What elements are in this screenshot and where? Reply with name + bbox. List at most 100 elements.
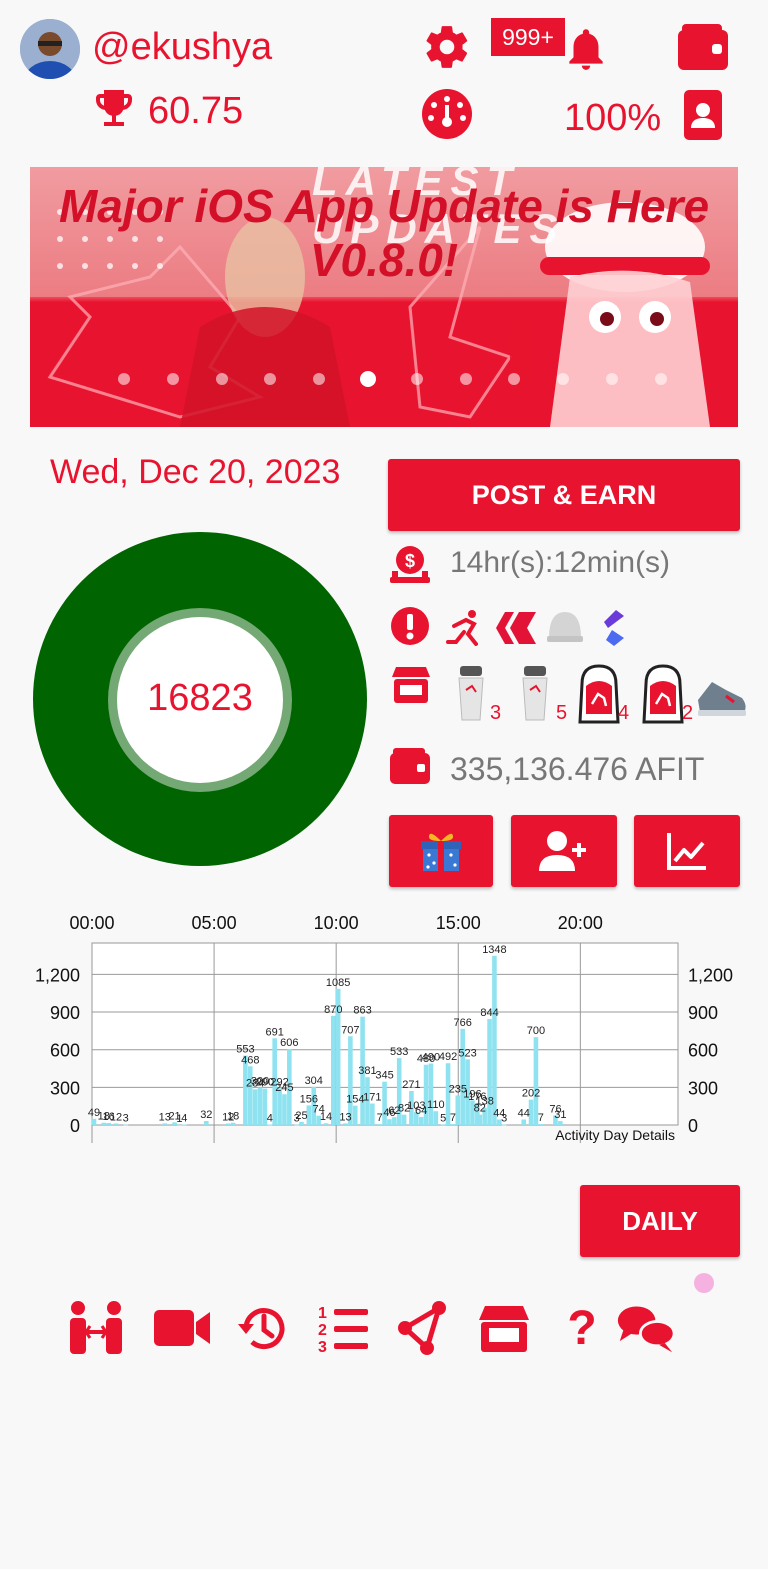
carousel-dot[interactable]: [654, 373, 667, 385]
backpack-icon[interactable]: [640, 664, 686, 724]
sneaker-icon[interactable]: [696, 674, 748, 718]
inventory-list: 3 5 4 2: [450, 664, 768, 724]
carousel-dot[interactable]: [557, 373, 570, 385]
chart-bar-label: 523: [458, 1047, 476, 1059]
chart-bar: [440, 1124, 446, 1126]
chart-bar-label: 49: [88, 1107, 100, 1119]
score-value: 60.75: [148, 90, 244, 132]
avatar[interactable]: [20, 19, 80, 79]
chart-bar-label: 4: [181, 1112, 187, 1124]
splinterlands-icon[interactable]: [600, 608, 628, 648]
stats-chart-button[interactable]: [634, 815, 740, 887]
speedometer-icon[interactable]: [422, 89, 472, 139]
chart-bar: [538, 1124, 544, 1125]
history-icon[interactable]: [234, 1300, 294, 1356]
share-nodes-icon[interactable]: [392, 1300, 452, 1356]
alert-icon[interactable]: [390, 606, 430, 646]
post-and-earn-button[interactable]: POST & EARN: [388, 459, 740, 531]
video-camera-icon[interactable]: [152, 1300, 212, 1356]
carousel-dot[interactable]: [508, 373, 521, 385]
store-icon[interactable]: [474, 1300, 534, 1356]
chart-bar-label: 284: [246, 1077, 264, 1089]
chart-bar: [106, 1122, 111, 1125]
chart-y-ticks: 0 0 300 300 600 600 900 900 1,200 1,200: [35, 965, 733, 1136]
carousel-dot[interactable]: [606, 373, 618, 385]
promo-banner[interactable]: LATEST UPDATES Major iOS App Update is H…: [30, 167, 738, 427]
chart-bar-label: 553: [236, 1044, 254, 1056]
chart-bar-label: 235: [449, 1084, 467, 1096]
chart-bar: [528, 1099, 534, 1125]
chart-bar: [433, 1111, 439, 1125]
carousel-dot[interactable]: [410, 373, 423, 385]
chart-bar: [323, 1123, 329, 1125]
chart-annotation: Activity Day Details: [555, 1127, 675, 1143]
chart-bar: [401, 1114, 407, 1125]
carousel-dot[interactable]: [166, 373, 179, 385]
actifit-runner-icon[interactable]: [446, 608, 486, 648]
daily-toggle-button[interactable]: DAILY: [580, 1185, 740, 1257]
chart-bar: [316, 1115, 321, 1125]
chart-bar-label: 468: [241, 1054, 259, 1066]
notification-count-badge: 999+: [491, 18, 565, 56]
chart-bar: [445, 1063, 451, 1125]
help-icon[interactable]: ?: [552, 1300, 612, 1356]
chart-bar-label: 25: [295, 1110, 307, 1122]
chart-bar: [306, 1105, 312, 1125]
chart-bar: [335, 988, 341, 1125]
gift-button[interactable]: [389, 815, 493, 887]
carousel-dot[interactable]: [215, 373, 228, 385]
banner-eyebrow: LATEST UPDATES: [312, 167, 566, 252]
chart-bar: [262, 1088, 268, 1125]
chart-bar: [558, 1121, 563, 1125]
svg-text:3: 3: [318, 1339, 327, 1356]
chart-bar-label: 76: [549, 1103, 561, 1115]
carousel-dot[interactable]: [459, 373, 472, 385]
chart-bar: [257, 1087, 263, 1125]
chart-bar: [182, 1124, 187, 1126]
carousel-dot[interactable]: [118, 373, 130, 385]
chart-bar-label: 103: [407, 1100, 425, 1112]
chart-bar-label: 533: [390, 1046, 408, 1058]
chart-bar: [521, 1119, 527, 1125]
chart-bar-label: 82: [474, 1103, 486, 1115]
chart-bar-label: 863: [353, 1005, 371, 1017]
chat-icon[interactable]: [616, 1300, 676, 1356]
social-friends-icon[interactable]: [66, 1300, 126, 1356]
bell-icon[interactable]: [561, 22, 611, 76]
ranked-list-icon[interactable]: 1 2 3: [312, 1300, 372, 1356]
id-card-icon[interactable]: [684, 90, 722, 140]
chart-bar-label: 14: [320, 1111, 332, 1123]
shaker-bottle-icon[interactable]: [456, 666, 486, 722]
chart-y-tick-label-right: 300: [688, 1078, 718, 1098]
shop-icon[interactable]: [390, 665, 432, 705]
chart-bar: [172, 1122, 177, 1125]
chart-bar-label: 7: [450, 1112, 456, 1124]
shaker-bottle-icon[interactable]: [520, 666, 550, 722]
chart-bar-label: 691: [266, 1026, 284, 1038]
chart-bar: [252, 1089, 258, 1125]
chart-bar-label: 300: [251, 1075, 269, 1087]
carousel-dot[interactable]: [313, 373, 326, 385]
chart-bar: [230, 1122, 236, 1125]
chart-bar: [204, 1120, 209, 1125]
carousel-dot[interactable]: [264, 373, 277, 385]
chart-y-tick-label-left: 1,200: [35, 965, 80, 985]
helmet-icon[interactable]: [546, 608, 584, 646]
chart-bar: [450, 1124, 456, 1125]
chart-bar-label: 490: [422, 1051, 440, 1063]
settings-gear-icon[interactable]: [422, 22, 472, 72]
hive-logo-icon[interactable]: [494, 610, 538, 646]
chart-x-ticks: 00:00 05:00 10:00 15:00 20:00: [69, 913, 602, 933]
wallet-icon[interactable]: [678, 24, 728, 70]
chart-bar-label: 304: [305, 1075, 323, 1087]
add-friend-button[interactable]: [511, 815, 617, 887]
chart-bar: [287, 1048, 292, 1125]
carousel-dot-active[interactable]: [360, 371, 376, 387]
chart-bar: [267, 1124, 273, 1126]
backpack-icon[interactable]: [576, 664, 622, 724]
chart-bar: [475, 1102, 480, 1125]
line-chart-icon: [667, 833, 706, 870]
chart-bar-label: 1: [176, 1113, 182, 1125]
username[interactable]: @ekushya: [92, 26, 273, 68]
